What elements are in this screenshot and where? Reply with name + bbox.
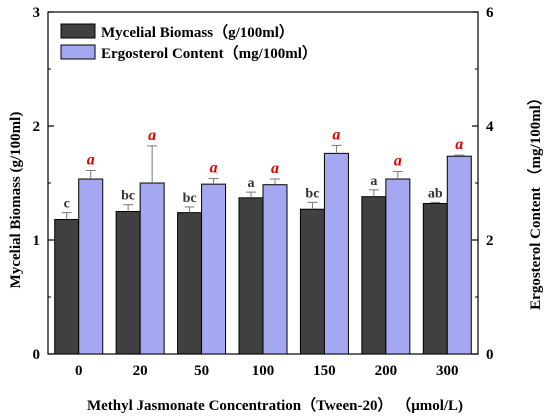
x-tick-label: 150 <box>313 363 336 379</box>
bar-ergosterol-content <box>385 178 411 355</box>
bar-mycelial-biomass <box>177 212 203 355</box>
bar-mycelial-biomass <box>422 203 448 355</box>
y-tick-label-left: 1 <box>33 233 41 249</box>
bar-ergosterol-content <box>78 178 104 355</box>
significance-label-biomass: ab <box>428 186 443 201</box>
y-tick-label-right: 2 <box>486 233 494 249</box>
significance-label-ergosterol: a <box>87 151 95 168</box>
significance-label-biomass: bc <box>183 191 197 206</box>
legend-label-biomass: Mycelial Biomass（g/100ml） <box>101 23 294 41</box>
bar-ergosterol-content <box>323 152 349 355</box>
legend-swatch-ergosterol <box>60 44 96 60</box>
significance-label-ergosterol: a <box>271 160 279 177</box>
bar-ergosterol-content <box>446 155 472 355</box>
significance-label-ergosterol: a <box>394 153 402 170</box>
x-tick-label: 300 <box>436 363 459 379</box>
significance-label-biomass: a <box>370 174 377 189</box>
significance-label-ergosterol: a <box>210 159 218 176</box>
x-axis-label: Methyl Jasmonate Concentration（Tween-20）… <box>87 396 463 414</box>
x-tick-label: 0 <box>75 363 83 379</box>
significance-label-biomass: bc <box>121 189 135 204</box>
bar-ergosterol-content <box>201 183 227 355</box>
legend-swatch-biomass <box>60 23 96 39</box>
legend-label-ergosterol: Ergosterol Content（mg/100ml） <box>101 44 317 62</box>
significance-label-ergosterol: a <box>148 127 156 144</box>
significance-label-ergosterol: a <box>455 136 463 153</box>
significance-label-biomass: bc <box>305 186 319 201</box>
bar-mycelial-biomass <box>115 211 141 355</box>
bar-mycelial-biomass <box>361 196 387 355</box>
y-axis-label-right: Ergosterol Content （mg/100ml） <box>526 90 544 310</box>
y-tick-label-left: 2 <box>33 119 41 135</box>
x-tick-label: 20 <box>133 363 148 379</box>
bar-ergosterol-content <box>262 184 288 355</box>
significance-label-biomass: c <box>64 197 70 212</box>
y-tick-label-right: 4 <box>486 119 494 135</box>
legend: Mycelial Biomass（g/100ml） Ergosterol Con… <box>60 23 317 62</box>
significance-label-biomass: a <box>248 176 255 191</box>
x-tick-label: 100 <box>252 363 275 379</box>
y-tick-label-right: 6 <box>486 5 494 21</box>
bar-mycelial-biomass <box>54 218 80 355</box>
bar-ergosterol-content <box>139 182 165 355</box>
y-tick-label-right: 0 <box>486 347 494 363</box>
y-tick-label-left: 3 <box>33 5 41 21</box>
x-tick-label: 50 <box>194 363 209 379</box>
plot-area: 012302460ca20bca50bca100aa150bca200aa300… <box>33 5 495 379</box>
bar-mycelial-biomass <box>238 197 264 355</box>
y-tick-label-left: 0 <box>33 347 41 363</box>
significance-label-ergosterol: a <box>332 126 340 143</box>
bar-mycelial-biomass <box>299 208 325 355</box>
y-axis-label-left: Mycelial Biomass (g/100ml) <box>8 112 24 289</box>
x-tick-label: 200 <box>375 363 398 379</box>
